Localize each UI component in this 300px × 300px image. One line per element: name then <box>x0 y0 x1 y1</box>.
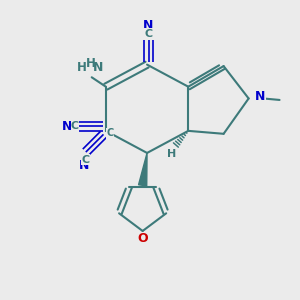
Text: C: C <box>71 122 79 131</box>
Polygon shape <box>139 153 147 186</box>
Text: C: C <box>145 29 153 39</box>
Text: C: C <box>106 128 114 138</box>
Text: H: H <box>77 61 87 74</box>
Text: N: N <box>143 19 154 32</box>
Text: N: N <box>62 120 72 133</box>
Text: H: H <box>85 58 95 70</box>
Text: H: H <box>167 149 176 159</box>
Text: C: C <box>81 154 89 165</box>
Text: N: N <box>255 91 266 103</box>
Text: N: N <box>92 61 103 74</box>
Text: O: O <box>137 232 148 245</box>
Text: N: N <box>79 159 89 172</box>
